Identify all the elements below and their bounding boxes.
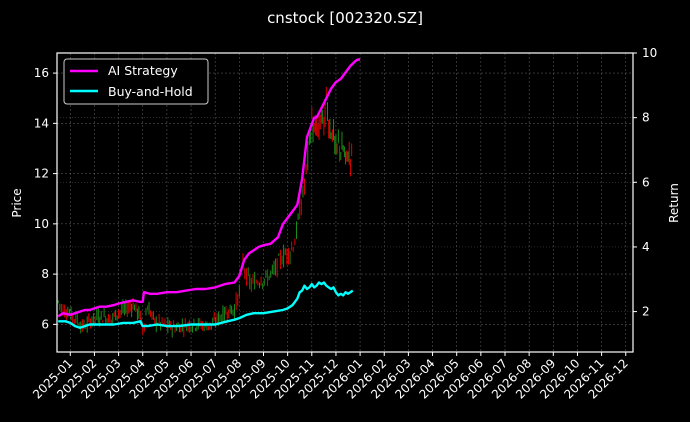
y2-tick-label: 10 [642, 46, 657, 60]
plot-frame [56, 52, 634, 353]
buy-and-hold-line [58, 281, 354, 329]
y-tick-label: 12 [34, 167, 49, 181]
y-axis-left: 6 8 10 12 14 16 [34, 66, 57, 331]
ai-strategy-line [57, 58, 361, 318]
y-axis-right: 2 4 6 8 10 [633, 46, 657, 319]
chart-title: cnstock [002320.SZ] [267, 9, 423, 27]
legend-label-ai-strategy: AI Strategy [108, 63, 178, 78]
y-tick-label: 16 [34, 66, 49, 80]
y2-tick-label: 4 [642, 240, 650, 254]
y2-axis-label: Return [667, 183, 681, 223]
y2-tick-label: 6 [642, 175, 650, 189]
y-tick-label: 8 [41, 267, 49, 281]
y-axis-label: Price [10, 188, 24, 217]
legend-label-buy-and-hold: Buy-and-Hold [108, 84, 193, 99]
y2-tick-label: 8 [642, 111, 650, 125]
legend-box [63, 58, 209, 105]
legend: AI Strategy Buy-and-Hold [63, 58, 209, 105]
return-lines [57, 58, 361, 329]
y-tick-label: 10 [34, 217, 49, 231]
y-tick-label: 6 [41, 317, 49, 331]
y-tick-label: 14 [34, 116, 49, 130]
y2-tick-label: 2 [642, 305, 650, 319]
